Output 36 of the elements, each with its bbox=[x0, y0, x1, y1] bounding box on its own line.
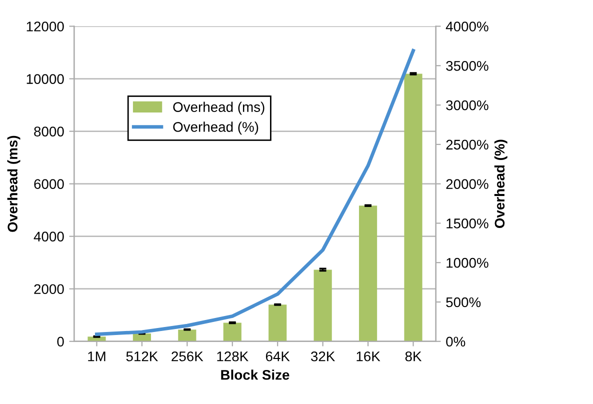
y2-tick-label: 3500% bbox=[446, 60, 488, 71]
x-tick-label: 32K bbox=[310, 351, 336, 362]
y-axis-title: Overhead (ms) bbox=[7, 136, 20, 232]
y-tick-label: 10000 bbox=[26, 74, 64, 84]
y2-tick-label: 500% bbox=[446, 297, 481, 308]
x-tick-label: 64K bbox=[266, 351, 290, 362]
y-tick-label: 4000 bbox=[34, 232, 64, 242]
bar bbox=[314, 270, 332, 342]
y-tick-label: 0 bbox=[57, 336, 64, 347]
x-tick-label: 8K bbox=[405, 351, 422, 362]
bar bbox=[358, 206, 378, 342]
y2-tick-label: 1000% bbox=[446, 258, 488, 268]
x-tick-label: 128K bbox=[217, 351, 248, 362]
legend-label: Overhead (ms) bbox=[173, 102, 264, 115]
bar bbox=[178, 330, 196, 342]
x-tick-label: 1M bbox=[88, 352, 106, 362]
legend-label: Overhead (%) bbox=[173, 122, 258, 135]
y2-axis-title: Overhead (%) bbox=[494, 140, 508, 228]
y-tick-label: 8000 bbox=[34, 126, 64, 136]
line-series bbox=[95, 48, 415, 336]
y2-tick-label: 2500% bbox=[446, 140, 488, 150]
y2-tick-label: 0% bbox=[446, 336, 466, 347]
y2-tick-label: 4000% bbox=[446, 22, 488, 32]
x-tick-label: 16K bbox=[356, 351, 380, 362]
x-tick-label: 512K bbox=[126, 351, 158, 362]
bar bbox=[268, 304, 287, 342]
x-tick-label: 256K bbox=[172, 351, 204, 362]
y2-tick-label: 2000% bbox=[446, 179, 488, 189]
y-tick-label: 2000 bbox=[34, 284, 64, 294]
y2-tick-label: 3000% bbox=[446, 100, 488, 110]
y2-tick-label: 1500% bbox=[446, 218, 488, 228]
x-axis-title: Block Size bbox=[221, 370, 290, 380]
bar bbox=[223, 322, 242, 342]
y-tick-label: 12000 bbox=[26, 22, 64, 32]
y-tick-label: 6000 bbox=[34, 179, 64, 189]
bar bbox=[404, 74, 422, 342]
